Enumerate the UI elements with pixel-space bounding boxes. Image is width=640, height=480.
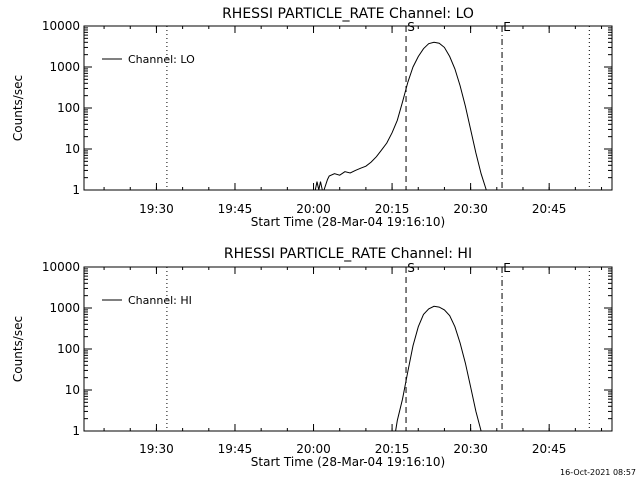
x-tick-label: 20:00: [296, 202, 331, 216]
y-tick-label: 10000: [42, 260, 80, 274]
series-line-0: [314, 41, 487, 191]
x-tick-label: 19:45: [218, 442, 253, 456]
y-tick-label: 1: [72, 424, 80, 438]
legend-label: Channel: HI: [128, 294, 192, 307]
panel-hi-channel: RHESSI PARTICLE_RATE Channel: HIS E 19:30 1…: [11, 246, 613, 469]
y-tick-label: 10: [65, 142, 80, 156]
panel-lo-channel: RHESSI PARTICLE_RATE Channel: LOS E 19:30 1…: [11, 6, 613, 229]
plot-frame: [83, 266, 613, 432]
plot-frame: [83, 25, 613, 191]
chart-title: RHESSI PARTICLE_RATE Channel: HI: [224, 246, 472, 262]
x-tick-label: 20:45: [532, 442, 567, 456]
x-axis-label: Start Time (28-Mar-04 19:16:10): [251, 215, 445, 229]
x-tick-label: 20:45: [532, 202, 567, 216]
y-tick-label: 10: [65, 383, 80, 397]
x-tick-label: 19:30: [139, 202, 174, 216]
chart-title: RHESSI PARTICLE_RATE Channel: LO: [222, 6, 474, 22]
footer-timestamp: 16-Oct-2021 08:57: [560, 468, 636, 477]
x-tick-label: 20:15: [375, 442, 410, 456]
x-tick-label: 20:15: [375, 202, 410, 216]
marker-label: S: [407, 20, 415, 34]
y-tick-label: 1: [72, 183, 80, 197]
marker-label: E: [503, 20, 511, 34]
x-axis-label: Start Time (28-Mar-04 19:16:10): [251, 455, 445, 469]
series-line-0: [395, 305, 482, 432]
marker-label: S: [407, 261, 415, 275]
y-tick-label: 1000: [49, 60, 80, 74]
y-axis-label: Counts/sec: [11, 75, 25, 141]
y-tick-label: 1000: [49, 301, 80, 315]
y-axis-label: Counts/sec: [11, 316, 25, 382]
x-tick-label: 19:30: [139, 442, 174, 456]
y-tick-label: 100: [57, 342, 80, 356]
x-tick-label: 19:45: [218, 202, 253, 216]
y-tick-label: 100: [57, 101, 80, 115]
x-tick-label: 20:30: [453, 442, 488, 456]
y-tick-label: 10000: [42, 19, 80, 33]
legend-label: Channel: LO: [128, 53, 195, 66]
x-tick-label: 20:00: [296, 442, 331, 456]
marker-label: E: [503, 261, 511, 275]
x-tick-label: 20:30: [453, 202, 488, 216]
